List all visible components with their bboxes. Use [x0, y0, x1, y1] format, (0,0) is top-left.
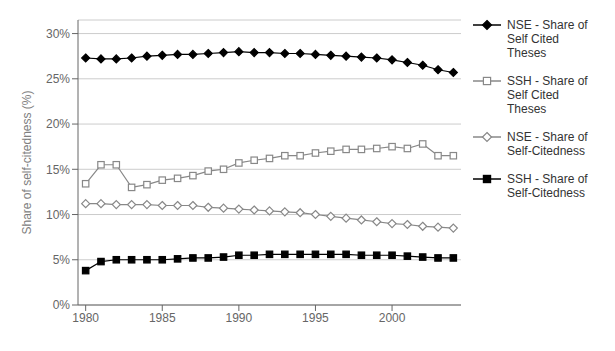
svg-text:30%: 30% [46, 27, 70, 41]
svg-text:15%: 15% [46, 163, 70, 177]
svg-text:25%: 25% [46, 72, 70, 86]
html-text:NSE - Share of: NSE - Share of [507, 130, 588, 144]
svg-text:20%: 20% [46, 117, 70, 131]
html-text:Self-Citedness: Self-Citedness [507, 144, 585, 158]
svg-text:1995: 1995 [302, 311, 329, 325]
svg-text:10%: 10% [46, 208, 70, 222]
html-text:Theses: Theses [507, 46, 547, 60]
html-text:SSH - Share of: SSH - Share of [507, 74, 588, 88]
html-text:Self Cited: Self Cited [507, 88, 559, 102]
html-text:Self-Citedness: Self-Citedness [507, 186, 585, 200]
svg-text:Share of self-citedness (%): Share of self-citedness (%) [20, 90, 34, 234]
svg-text:1980: 1980 [72, 311, 99, 325]
svg-text:2000: 2000 [379, 311, 406, 325]
svg-text:5%: 5% [53, 253, 71, 267]
html-text:Self Cited: Self Cited [507, 32, 559, 46]
svg-text:1990: 1990 [226, 311, 253, 325]
html-text:SSH - Share of: SSH - Share of [507, 172, 588, 186]
svg-text:0%: 0% [53, 298, 71, 312]
svg-text:1985: 1985 [149, 311, 176, 325]
html-text:Theses: Theses [507, 102, 547, 116]
html-text:NSE - Share of: NSE - Share of [507, 18, 588, 32]
